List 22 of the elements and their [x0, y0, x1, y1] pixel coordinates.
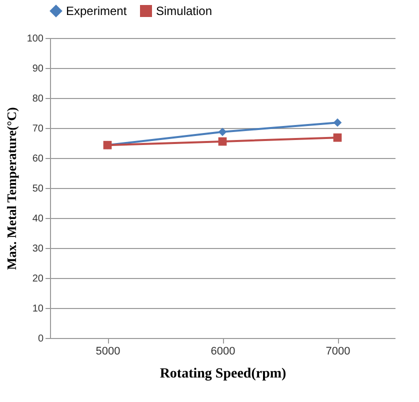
y-tick-label: 60	[32, 154, 44, 164]
legend-label: Simulation	[156, 4, 212, 18]
x-tick-label: 7000	[326, 346, 350, 358]
y-tick-label: 90	[32, 64, 44, 74]
x-axis-title: Rotating Speed(rpm)	[160, 366, 287, 382]
point	[333, 118, 342, 127]
x-tick-label: 6000	[210, 346, 236, 358]
point	[218, 137, 227, 146]
y-axis-title: Max. Metal Temperature(°C)	[4, 107, 19, 270]
point	[218, 128, 227, 136]
x-tick-label: 5000	[96, 346, 120, 358]
y-tick-label: 0	[38, 334, 44, 344]
y-tick-label: 10	[32, 304, 44, 314]
y-tick-label: 20	[32, 274, 44, 284]
point	[333, 133, 342, 142]
legend-label: Experiment	[66, 4, 128, 18]
y-tick-label: 80	[32, 94, 44, 104]
y-tick-label: 30	[32, 244, 44, 254]
y-tick-label: 100	[26, 34, 44, 44]
y-tick-label: 50	[32, 184, 44, 194]
y-tick-label: 70	[32, 124, 44, 134]
y-tick-label: 40	[32, 214, 44, 224]
